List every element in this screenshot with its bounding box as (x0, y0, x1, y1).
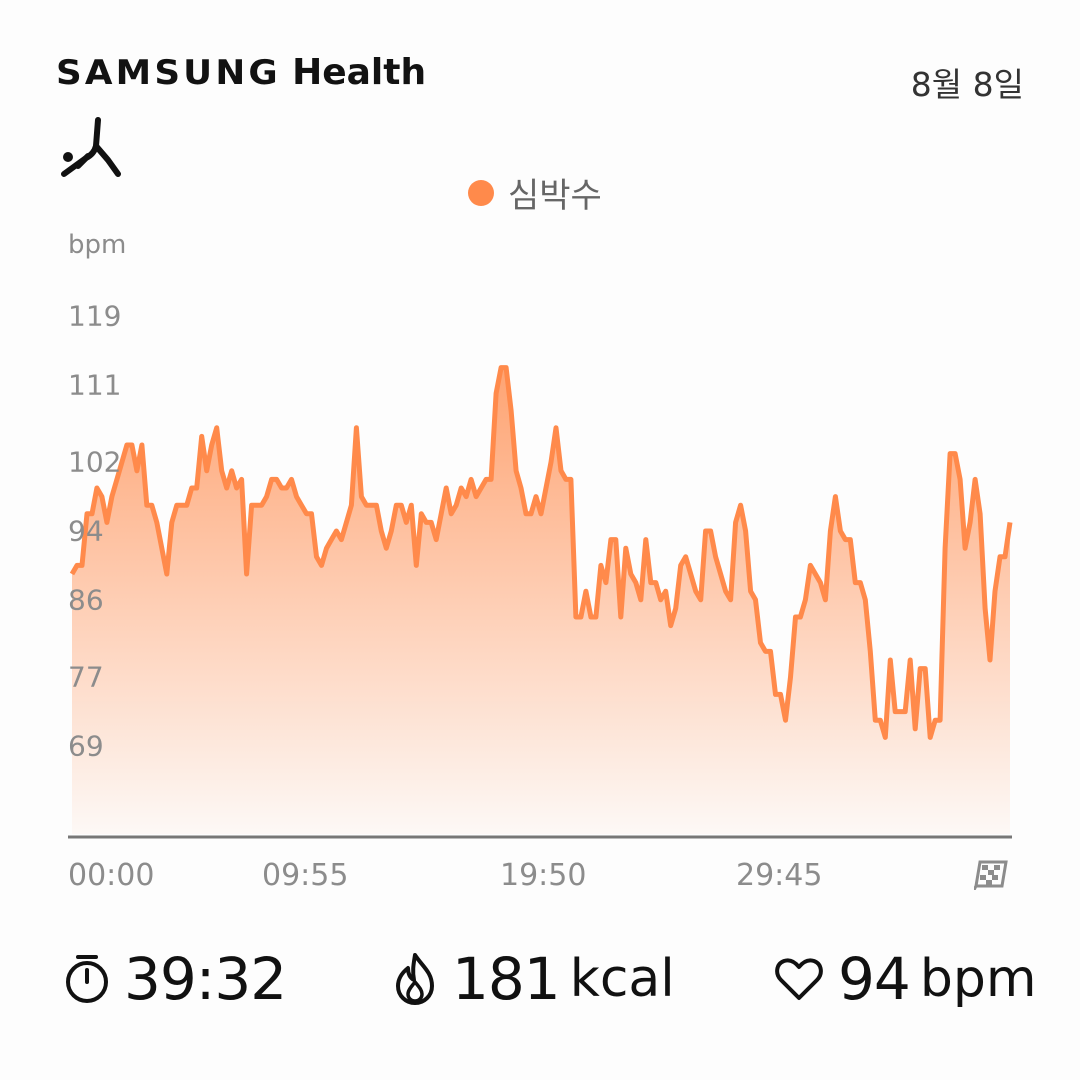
brand-health: Health (292, 52, 427, 93)
x-tick-label: 19:50 (500, 858, 587, 893)
calories-stat: 181 kcal (392, 945, 675, 1013)
duration-stat: 39:32 (64, 945, 287, 1013)
heart-rate-line (69, 365, 1013, 740)
y-tick-label: 119 (68, 299, 122, 333)
brand-logo: SAMSUNG Health (56, 52, 426, 93)
flame-icon (396, 953, 434, 1005)
duration-value: 39:32 (124, 945, 287, 1013)
yoga-pose-icon (61, 117, 121, 177)
heart-rate-area (72, 367, 1010, 834)
y-axis-unit: bpm (68, 230, 127, 260)
y-tick-label: 77 (68, 660, 104, 694)
legend-label: 심박수 (508, 176, 602, 216)
heart-rate-unit: bpm (919, 949, 1037, 1009)
calories-unit: kcal (569, 949, 675, 1009)
y-tick-label: 111 (68, 368, 122, 402)
x-tick-label: 09:55 (262, 858, 349, 893)
workout-date: 8월 8일 (910, 65, 1024, 104)
brand-samsung: SAMSUNG (56, 53, 281, 93)
y-tick-label: 86 (68, 583, 104, 617)
workout-stats: 39:32 181 kcal 94 bpm (0, 945, 1080, 1035)
y-tick-label: 94 (68, 514, 104, 548)
chart-legend: 심박수 (468, 168, 602, 217)
y-tick-label: 69 (68, 729, 104, 763)
stopwatch-icon (66, 955, 108, 1003)
checkered-flag-icon (974, 860, 1008, 890)
heart-icon (775, 958, 823, 1000)
legend-dot (468, 179, 494, 206)
calories-value: 181 (452, 945, 561, 1013)
x-tick-label: 29:45 (736, 858, 823, 893)
x-tick-label: 00:00 (68, 858, 155, 893)
y-tick-label: 102 (68, 445, 122, 479)
heart-rate-value: 94 (838, 945, 911, 1013)
heart-rate-stat: 94 bpm (774, 945, 1036, 1013)
